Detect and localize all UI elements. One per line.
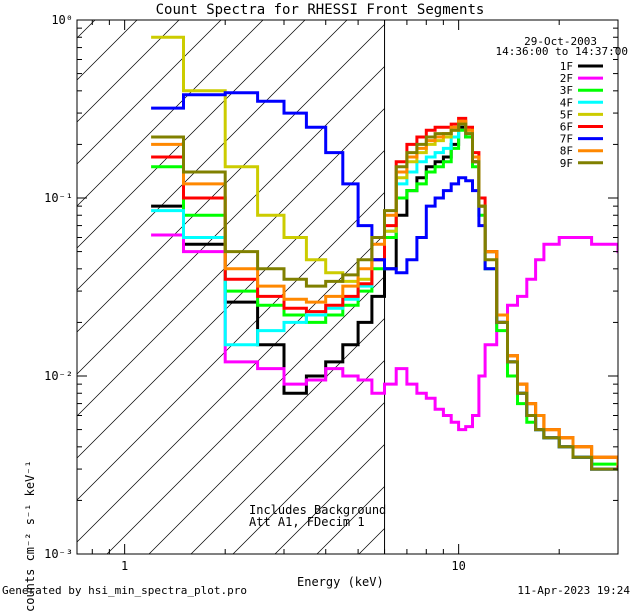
series-9F-line [151, 122, 618, 536]
hatch-line [77, 20, 222, 165]
hatch-line [77, 20, 264, 207]
hatch-line [77, 20, 306, 249]
legend-label-7F: 7F [560, 133, 573, 146]
y-tick-label: 10⁻¹ [44, 191, 73, 205]
attenuator-annotation: Att A1, FDecim 1 [249, 515, 365, 529]
hatch-line [77, 149, 385, 459]
legend-label-6F: 6F [560, 121, 573, 134]
plot-frame [76, 19, 619, 555]
y-tick-label: 10⁻² [44, 369, 73, 383]
background-annotation: Includes Background [249, 503, 387, 517]
hatch-line [77, 23, 385, 333]
hatch-line [274, 443, 385, 554]
hatch-line [232, 401, 385, 554]
hatch-line [77, 20, 180, 123]
hatch-line [77, 233, 385, 543]
hatch-line [190, 359, 385, 554]
hatch-line [77, 20, 138, 81]
y-tick-label: 10⁻³ [44, 547, 73, 561]
x-axis-label: Energy (keV) [297, 575, 384, 589]
legend-label-3F: 3F [560, 84, 573, 97]
hatch-line [77, 191, 385, 501]
hatched-region [0, 20, 385, 554]
series-lines [151, 35, 618, 536]
hatch-line [358, 527, 385, 554]
legend-label-4F: 4F [560, 96, 573, 109]
observation-date: 29-Oct-2003 [524, 35, 597, 48]
chart-title: Count Spectra for RHESSI Front Segments [155, 2, 485, 18]
legend-label-5F: 5F [560, 108, 573, 121]
series-7F-line [151, 91, 618, 536]
hatch-line [77, 107, 385, 417]
axes: 11010010⁰10⁻¹10⁻²10⁻³ [44, 13, 619, 573]
hatch-line [77, 20, 96, 39]
footer-generated-by: Generated by hsi_min_spectra_plot.pro [2, 584, 248, 597]
time-range: 14:36:00 to 14:37:00 [495, 45, 628, 58]
hatch-line [106, 275, 385, 554]
x-tick-label: 1 [121, 559, 128, 573]
footer-timestamp: 11-Apr-2023 19:24 [517, 584, 630, 597]
series-2F-line [151, 233, 618, 432]
hatch-line [77, 20, 348, 291]
hatch-line [0, 20, 11, 554]
y-tick-label: 10⁰ [51, 13, 73, 27]
hatch-line [77, 65, 385, 375]
x-tick-label: 10 [451, 559, 465, 573]
legend-label-1F: 1F [560, 60, 573, 73]
legend-label-8F: 8F [560, 145, 573, 158]
legend-label-2F: 2F [560, 72, 573, 85]
legend-label-9F: 9F [560, 157, 573, 170]
hatch-line [148, 317, 385, 554]
